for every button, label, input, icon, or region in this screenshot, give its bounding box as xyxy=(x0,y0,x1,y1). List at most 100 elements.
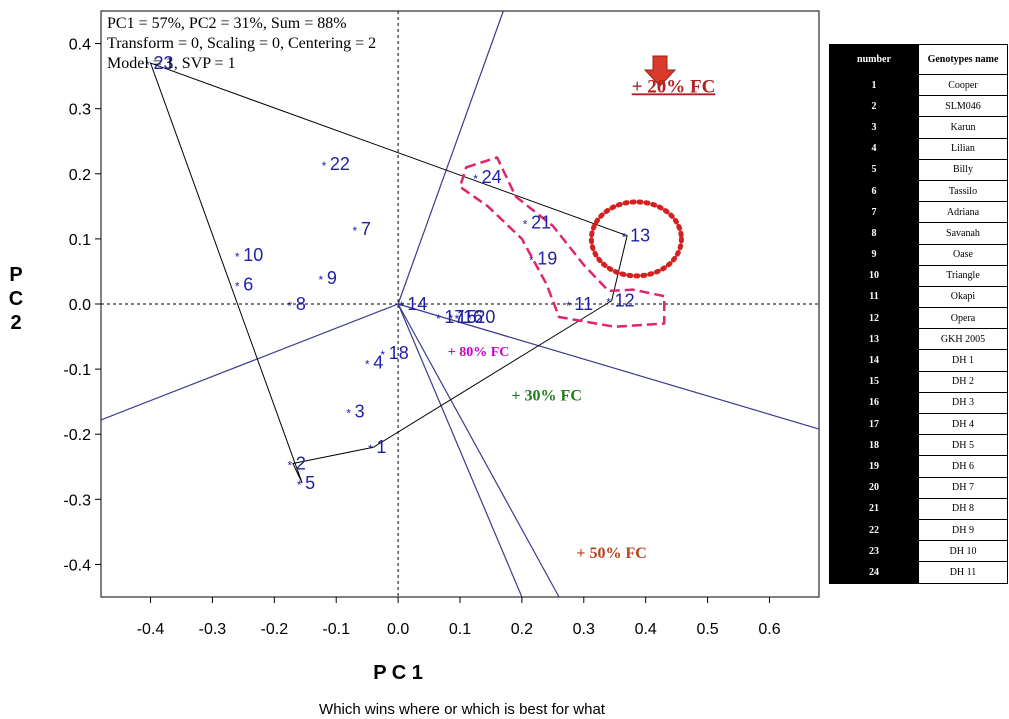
sector-ray xyxy=(397,303,820,430)
data-point-marker: * xyxy=(529,253,534,267)
legend-genotype-name: Cooper xyxy=(918,73,1008,97)
annotation-label: + 50% FC xyxy=(576,545,646,562)
legend-genotype-name: Opera xyxy=(918,307,1008,330)
data-point-label: 13 xyxy=(630,226,650,246)
legend-row: 3 Karun xyxy=(829,116,1008,139)
data-point-label: 24 xyxy=(482,167,502,187)
legend-row: 7 Adriana xyxy=(829,201,1008,224)
data-point-marker: * xyxy=(235,250,240,264)
data-point-marker: * xyxy=(467,312,472,326)
data-point-marker: * xyxy=(606,296,611,310)
data-point-marker: * xyxy=(318,273,323,287)
legend-row: 17 DH 4 xyxy=(829,412,1008,436)
legend-row: 2 SLM046 xyxy=(829,95,1008,118)
data-point-label: 23 xyxy=(154,53,174,73)
data-point-label: 22 xyxy=(330,154,350,174)
genotype-legend-table: number Genotypes name 1 Cooper 2 SLM046 3 Kar… xyxy=(829,44,1008,584)
y-tick-label: 0.3 xyxy=(69,102,91,119)
legend-row: 24 DH 11 xyxy=(829,561,1008,584)
legend-genotype-name: Tassilo xyxy=(918,179,1008,203)
x-tick-label: 0.1 xyxy=(449,621,471,638)
data-point-label: 10 xyxy=(243,245,263,265)
legend-row: 20 DH 7 xyxy=(829,476,1008,499)
annotation-label: + 30% FC xyxy=(511,387,581,404)
legend-number: 3 xyxy=(829,116,919,139)
down-arrow-icon xyxy=(643,55,677,87)
legend-number: 17 xyxy=(829,412,919,436)
data-point-marker: * xyxy=(380,348,385,362)
data-point-label: 7 xyxy=(361,219,371,239)
legend-genotype-name: DH 2 xyxy=(918,370,1008,393)
x-tick-label: 0.0 xyxy=(387,621,409,638)
legend-number: 20 xyxy=(829,476,919,499)
legend-row: 13 GKH 2005 xyxy=(829,328,1008,351)
y-tick-label: 0.2 xyxy=(69,167,91,184)
annotation-label: + 20% FC xyxy=(632,76,716,97)
sector-ray xyxy=(397,303,560,598)
legend-number: 7 xyxy=(829,201,919,224)
data-point-marker: * xyxy=(473,172,478,186)
legend-number: 22 xyxy=(829,518,919,542)
data-point-marker: * xyxy=(523,218,528,232)
data-point-label: 9 xyxy=(327,268,337,288)
legend-genotype-name: DH 6 xyxy=(918,455,1008,478)
legend-row: 11 Okapi xyxy=(829,285,1008,309)
y-tick-label: 0.0 xyxy=(69,297,91,314)
annotation-label: + 80% FC xyxy=(448,345,510,360)
y-tick-label: 0.4 xyxy=(69,37,91,54)
y-tick-label: -0.2 xyxy=(63,427,91,444)
legend-number: 24 xyxy=(829,561,919,584)
legend-genotype-name: DH 5 xyxy=(918,434,1008,457)
data-point-marker: * xyxy=(622,231,627,245)
legend-number: 23 xyxy=(829,540,919,563)
legend-number: 1 xyxy=(829,73,919,97)
data-point-label: 14 xyxy=(407,294,427,314)
legend-number: 2 xyxy=(829,95,919,118)
legend-row: 6 Tassilo xyxy=(829,179,1008,203)
legend-genotype-name: DH 10 xyxy=(918,540,1008,563)
data-point-marker: * xyxy=(399,299,404,313)
data-point-label: 20 xyxy=(475,307,495,327)
data-point-marker: * xyxy=(455,312,460,326)
legend-genotype-name: GKH 2005 xyxy=(918,328,1008,351)
data-point-label: 21 xyxy=(531,213,551,233)
plot-layer: * 1* 2* 3* 4* 5* 6* 7* 8* 9* 10* 11 * 12* 13* 14* 15* 16*… xyxy=(9,10,820,718)
y-axis-label-char: C xyxy=(9,288,23,310)
legend-row: 19 DH 6 xyxy=(829,455,1008,478)
legend-genotype-name: Lilian xyxy=(918,137,1008,160)
legend-row: 16 DH 3 xyxy=(829,391,1008,415)
y-axis-label-char: 2 xyxy=(10,312,21,334)
data-point-label: 16 xyxy=(463,307,483,327)
y-tick-label: 0.1 xyxy=(69,232,91,249)
chart-title-line: Model = 1, SVP = 1 xyxy=(107,55,236,72)
legend-genotype-name: Billy xyxy=(918,158,1008,181)
legend-number: 6 xyxy=(829,179,919,203)
data-point-marker: * xyxy=(288,299,293,313)
data-point-marker: * xyxy=(566,299,571,313)
legend-genotype-name: DH 8 xyxy=(918,497,1008,520)
dashed-highlight-outline xyxy=(458,156,666,329)
legend-row: 9 Oase xyxy=(829,243,1008,266)
legend-row: 21 DH 8 xyxy=(829,497,1008,520)
data-point-label: 3 xyxy=(355,401,365,421)
data-point-label: 17 xyxy=(444,307,464,327)
data-point-marker: * xyxy=(436,312,441,326)
sector-ray xyxy=(397,303,523,598)
legend-row: 18 DH 5 xyxy=(829,434,1008,457)
data-point-marker: * xyxy=(297,478,302,492)
legend-number: 9 xyxy=(829,243,919,266)
legend-row: 4 Lilian xyxy=(829,137,1008,160)
legend-body: 1 Cooper 2 SLM046 3 Karun 4 Lilian 5 Billy 6 Tassil… xyxy=(829,73,1008,584)
x-tick-label: 0.2 xyxy=(511,621,533,638)
legend-number: 15 xyxy=(829,370,919,393)
data-point-marker: * xyxy=(288,459,293,473)
legend-genotype-name: DH 9 xyxy=(918,518,1008,542)
legend-number: 5 xyxy=(829,158,919,181)
chart-title-line: Transform = 0, Scaling = 0, Centering = … xyxy=(107,35,376,52)
legend-row: 8 Savanah xyxy=(829,222,1008,245)
data-point-marker: * xyxy=(448,312,453,326)
legend-genotype-name: DH 3 xyxy=(918,391,1008,415)
data-point-label: 15 xyxy=(457,307,477,327)
legend-number: 18 xyxy=(829,434,919,457)
